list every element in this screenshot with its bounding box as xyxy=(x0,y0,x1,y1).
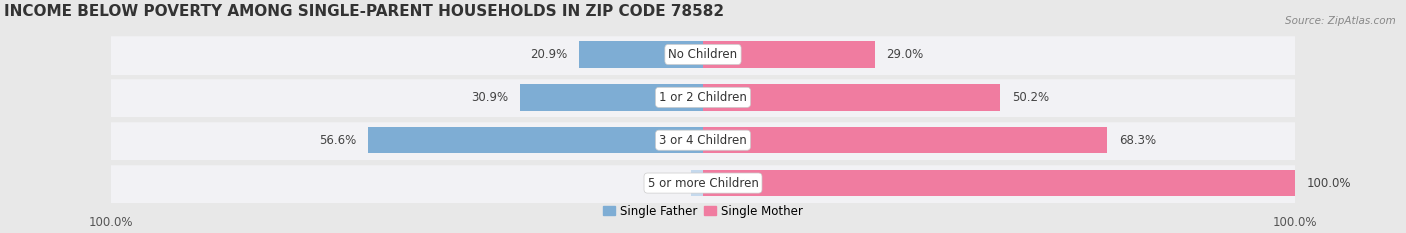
Text: 29.0%: 29.0% xyxy=(887,48,924,61)
Bar xyxy=(368,127,703,154)
Bar xyxy=(520,84,703,111)
Bar xyxy=(703,77,1295,117)
Bar xyxy=(703,84,1000,111)
Text: No Children: No Children xyxy=(668,48,738,61)
Bar xyxy=(703,120,1295,160)
Text: 100.0%: 100.0% xyxy=(1308,177,1351,190)
Bar xyxy=(111,77,703,117)
Bar xyxy=(703,163,1295,203)
Bar xyxy=(703,127,1108,154)
Bar xyxy=(703,170,1295,196)
Text: 50.2%: 50.2% xyxy=(1012,91,1049,104)
Legend: Single Father, Single Mother: Single Father, Single Mother xyxy=(599,200,807,222)
Bar xyxy=(703,34,1295,75)
Text: 68.3%: 68.3% xyxy=(1119,134,1157,147)
Bar xyxy=(111,34,703,75)
Text: 3 or 4 Children: 3 or 4 Children xyxy=(659,134,747,147)
Text: 0.0%: 0.0% xyxy=(662,177,692,190)
Text: 30.9%: 30.9% xyxy=(471,91,508,104)
Text: 56.6%: 56.6% xyxy=(319,134,356,147)
Text: 5 or more Children: 5 or more Children xyxy=(648,177,758,190)
Text: 20.9%: 20.9% xyxy=(530,48,568,61)
Bar xyxy=(111,120,703,160)
Text: Source: ZipAtlas.com: Source: ZipAtlas.com xyxy=(1285,16,1396,26)
Bar xyxy=(111,163,703,203)
Bar xyxy=(579,41,703,68)
Text: 1 or 2 Children: 1 or 2 Children xyxy=(659,91,747,104)
Bar xyxy=(692,170,703,196)
Text: INCOME BELOW POVERTY AMONG SINGLE-PARENT HOUSEHOLDS IN ZIP CODE 78582: INCOME BELOW POVERTY AMONG SINGLE-PARENT… xyxy=(4,4,724,19)
Bar xyxy=(703,41,875,68)
